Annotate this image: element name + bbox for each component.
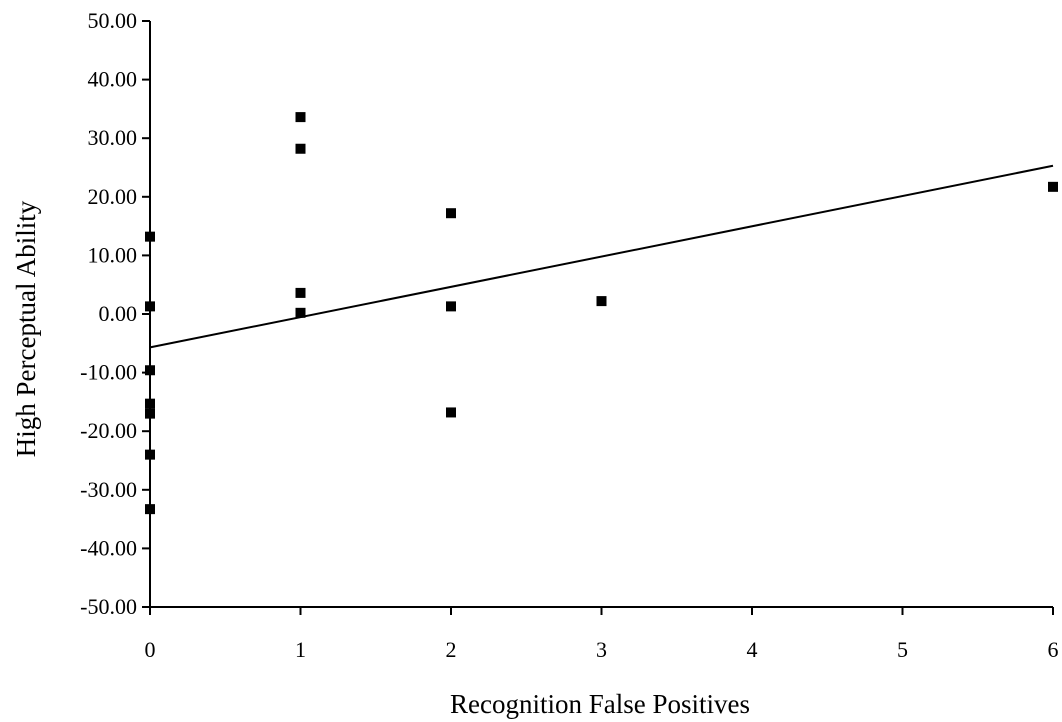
- data-point: [295, 287, 306, 298]
- y-tick-label: 0.00: [99, 301, 138, 326]
- y-tick-label: 50.00: [88, 8, 138, 33]
- y-axis-title: High Perceptual Ability: [11, 200, 41, 457]
- data-point: [295, 307, 306, 318]
- x-tick-label: 6: [1048, 637, 1059, 662]
- y-tick-label: 20.00: [88, 184, 138, 209]
- data-point: [295, 143, 306, 154]
- y-tick-label: 10.00: [88, 242, 138, 267]
- ticks: [142, 20, 1054, 615]
- x-tick-label: 4: [747, 637, 758, 662]
- y-tick-label: 30.00: [88, 125, 138, 150]
- y-tick-label: 40.00: [88, 67, 138, 92]
- data-point: [145, 504, 155, 515]
- x-tick-label: 1: [295, 637, 306, 662]
- data-point: [446, 208, 456, 219]
- y-tick-label: -10.00: [80, 360, 137, 385]
- y-tick-label: -40.00: [80, 535, 137, 560]
- y-tick-label: -30.00: [80, 477, 137, 502]
- data-point: [446, 301, 456, 312]
- data-point: [1048, 181, 1058, 192]
- x-tick-label: 5: [897, 637, 908, 662]
- x-tick-label: 0: [145, 637, 156, 662]
- data-point: [145, 365, 155, 376]
- y-tick-label: -20.00: [80, 418, 137, 443]
- y-tick-label: -50.00: [80, 594, 137, 619]
- data-point: [145, 408, 155, 419]
- data-point: [145, 449, 155, 460]
- data-point: [446, 407, 456, 418]
- x-axis-title: Recognition False Positives: [450, 689, 750, 719]
- x-tick-label: 2: [446, 637, 457, 662]
- axes: [149, 21, 1053, 608]
- x-tick-label: 3: [596, 637, 607, 662]
- trend-line: [149, 164, 1054, 349]
- data-point: [596, 296, 607, 307]
- data-points: [145, 112, 1058, 515]
- data-point: [295, 112, 306, 123]
- tick-labels: 50.00 40.00 30.00 20.00 10.00 0.00 -10.00 -20.0…: [80, 8, 1058, 662]
- data-point: [145, 398, 155, 409]
- data-point: [145, 231, 155, 242]
- data-point: [145, 301, 155, 312]
